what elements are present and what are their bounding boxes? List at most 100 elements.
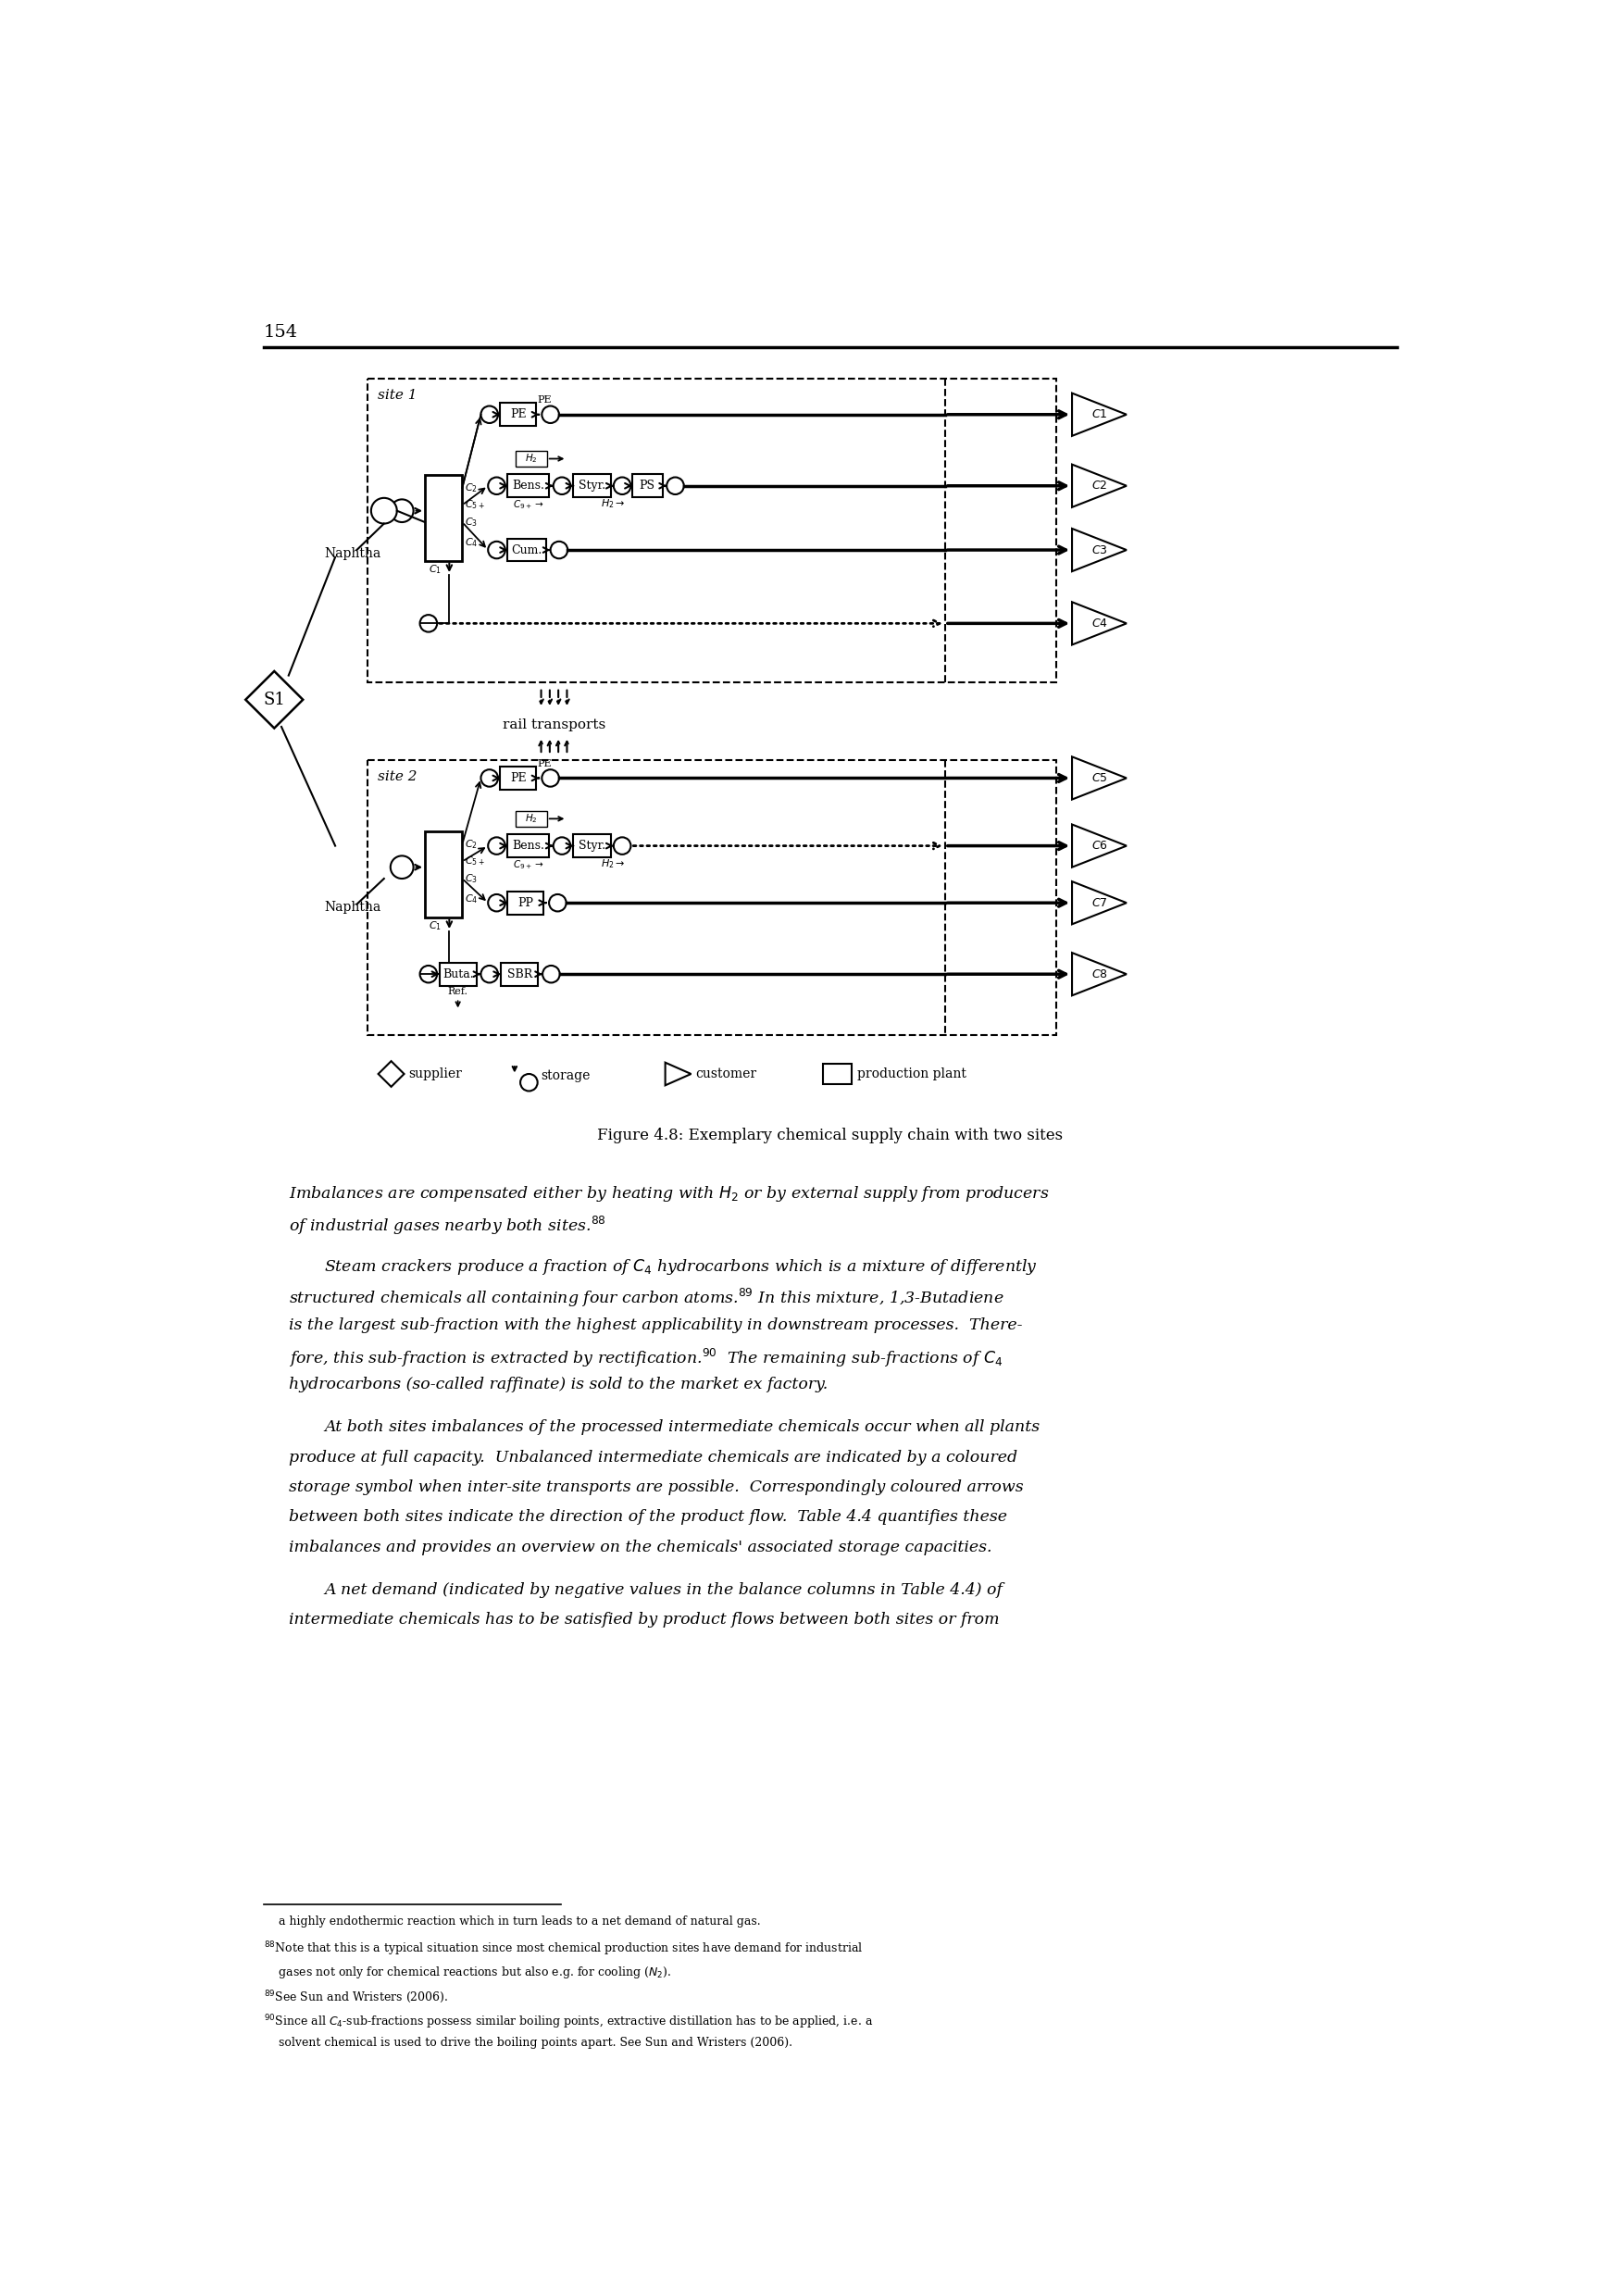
Text: Steam crackers produce a fraction of $C_4$ hydrocarbons which is a mixture of di: Steam crackers produce a fraction of $C_… xyxy=(324,1258,1038,1277)
Text: Bens.: Bens. xyxy=(512,840,544,852)
Polygon shape xyxy=(1072,882,1126,925)
Polygon shape xyxy=(379,1061,403,1086)
Circle shape xyxy=(488,893,505,912)
Circle shape xyxy=(554,838,570,854)
Text: $C_2$: $C_2$ xyxy=(465,482,478,494)
Text: $^{88}$Note that this is a typical situation since most chemical production site: $^{88}$Note that this is a typical situa… xyxy=(264,1940,863,1958)
Text: $C7$: $C7$ xyxy=(1092,898,1108,909)
FancyBboxPatch shape xyxy=(507,891,543,914)
FancyBboxPatch shape xyxy=(515,810,548,827)
Circle shape xyxy=(543,967,561,983)
Circle shape xyxy=(520,1075,538,1091)
Polygon shape xyxy=(246,670,303,728)
FancyBboxPatch shape xyxy=(368,760,1056,1035)
Text: PE: PE xyxy=(538,395,552,404)
Polygon shape xyxy=(1072,464,1126,507)
FancyBboxPatch shape xyxy=(368,379,1056,682)
Text: imbalances and provides an overview on the chemicals' associated storage capacit: imbalances and provides an overview on t… xyxy=(288,1538,991,1554)
Polygon shape xyxy=(1072,528,1126,572)
Text: intermediate chemicals has to be satisfied by product flows between both sites o: intermediate chemicals has to be satisfi… xyxy=(288,1612,1000,1628)
FancyBboxPatch shape xyxy=(632,475,663,498)
Text: customer: customer xyxy=(695,1068,757,1081)
Circle shape xyxy=(481,967,497,983)
Text: $C1$: $C1$ xyxy=(1092,409,1108,420)
Text: Buta.: Buta. xyxy=(442,969,473,980)
Text: $^{90}$Since all $C_4$-sub-fractions possess similar boiling points, extractive : $^{90}$Since all $C_4$-sub-fractions pos… xyxy=(264,2014,873,2032)
Text: Styr.: Styr. xyxy=(578,840,606,852)
Text: Imbalances are compensated either by heating with $H_2$ or by external supply fr: Imbalances are compensated either by hea… xyxy=(288,1185,1050,1203)
FancyBboxPatch shape xyxy=(424,831,462,916)
Text: $C_{5+}$: $C_{5+}$ xyxy=(465,854,486,868)
Text: fore, this sub-fraction is extracted by rectification.$^{90}$  The remaining sub: fore, this sub-fraction is extracted by … xyxy=(288,1348,1003,1368)
Circle shape xyxy=(488,838,505,854)
Text: $C2$: $C2$ xyxy=(1092,480,1108,491)
Text: $C_3$: $C_3$ xyxy=(465,517,478,528)
Text: PE: PE xyxy=(538,760,552,769)
Circle shape xyxy=(481,769,497,788)
Text: Naphtha: Naphtha xyxy=(324,546,381,560)
Text: structured chemicals all containing four carbon atoms.$^{89}$ In this mixture, 1: structured chemicals all containing four… xyxy=(288,1288,1004,1309)
FancyBboxPatch shape xyxy=(507,833,549,856)
Circle shape xyxy=(551,542,567,558)
Text: S1: S1 xyxy=(262,691,285,707)
Circle shape xyxy=(549,893,567,912)
Text: A net demand (indicated by negative values in the balance columns in Table 4.4) : A net demand (indicated by negative valu… xyxy=(324,1582,1003,1598)
Circle shape xyxy=(420,615,437,631)
Circle shape xyxy=(541,406,559,422)
Text: a highly endothermic reaction which in turn leads to a net demand of natural gas: a highly endothermic reaction which in t… xyxy=(264,1915,760,1929)
Text: storage: storage xyxy=(541,1070,590,1081)
Polygon shape xyxy=(1072,602,1126,645)
Circle shape xyxy=(554,478,570,494)
Circle shape xyxy=(371,498,397,523)
Text: PP: PP xyxy=(517,898,533,909)
Text: supplier: supplier xyxy=(408,1068,462,1081)
FancyBboxPatch shape xyxy=(573,475,611,498)
FancyBboxPatch shape xyxy=(515,450,548,466)
Circle shape xyxy=(390,498,413,521)
Text: $H_2 \rightarrow$: $H_2 \rightarrow$ xyxy=(601,498,625,510)
Text: Bens.: Bens. xyxy=(512,480,544,491)
Circle shape xyxy=(614,838,630,854)
Circle shape xyxy=(481,406,497,422)
Text: SBR: SBR xyxy=(507,969,533,980)
Polygon shape xyxy=(666,1063,692,1086)
Text: production plant: production plant xyxy=(857,1068,967,1081)
FancyBboxPatch shape xyxy=(424,475,462,560)
Text: site 1: site 1 xyxy=(377,388,416,402)
Polygon shape xyxy=(1072,953,1126,996)
FancyBboxPatch shape xyxy=(507,475,549,498)
Text: PS: PS xyxy=(640,480,654,491)
FancyBboxPatch shape xyxy=(501,404,536,427)
Text: $C3$: $C3$ xyxy=(1092,544,1108,556)
Text: $C_{5+}$: $C_{5+}$ xyxy=(465,498,486,512)
Text: Cum.: Cum. xyxy=(512,544,543,556)
Text: $C_{9+}\rightarrow$: $C_{9+}\rightarrow$ xyxy=(514,498,544,512)
Text: gases not only for chemical reactions but also e.g. for cooling ($N_2$).: gases not only for chemical reactions bu… xyxy=(264,1965,671,1979)
Text: $C6$: $C6$ xyxy=(1090,840,1108,852)
Text: $C_1$: $C_1$ xyxy=(428,563,441,576)
Text: $H_2$: $H_2$ xyxy=(525,452,538,466)
Circle shape xyxy=(488,478,505,494)
Text: $C4$: $C4$ xyxy=(1090,618,1108,629)
Circle shape xyxy=(420,967,437,983)
Circle shape xyxy=(667,478,684,494)
FancyBboxPatch shape xyxy=(501,767,536,790)
Text: 154: 154 xyxy=(264,324,298,340)
FancyBboxPatch shape xyxy=(501,962,538,985)
FancyBboxPatch shape xyxy=(439,962,476,985)
Text: hydrocarbons (so-called raffinate) is sold to the market ex factory.: hydrocarbons (so-called raffinate) is so… xyxy=(288,1378,828,1394)
Polygon shape xyxy=(1072,393,1126,436)
Polygon shape xyxy=(1072,758,1126,799)
Polygon shape xyxy=(1072,824,1126,868)
Text: site 2: site 2 xyxy=(377,769,416,783)
Circle shape xyxy=(488,542,505,558)
Text: Styr.: Styr. xyxy=(578,480,606,491)
Circle shape xyxy=(390,856,413,879)
FancyBboxPatch shape xyxy=(507,540,546,563)
Text: Figure 4.8: Exemplary chemical supply chain with two sites: Figure 4.8: Exemplary chemical supply ch… xyxy=(598,1127,1063,1143)
Text: rail transports: rail transports xyxy=(502,719,606,730)
Text: $C_4$: $C_4$ xyxy=(465,537,478,549)
Text: storage symbol when inter-site transports are possible.  Correspondingly coloure: storage symbol when inter-site transport… xyxy=(288,1479,1024,1495)
Text: $C5$: $C5$ xyxy=(1092,771,1108,785)
Text: $H_2$: $H_2$ xyxy=(525,813,538,824)
